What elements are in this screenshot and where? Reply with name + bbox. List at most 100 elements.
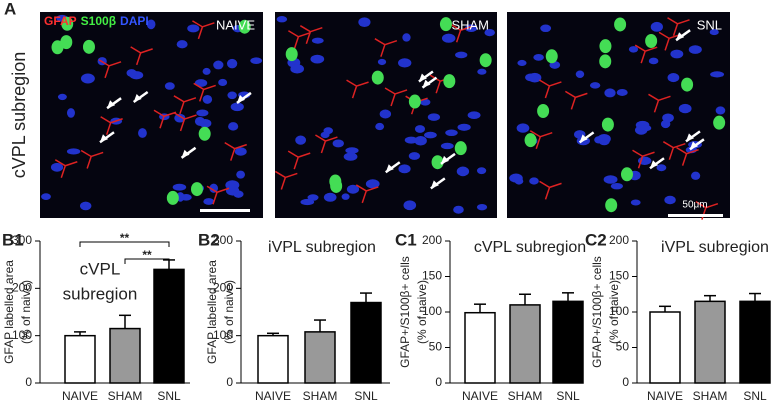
astrocyte (173, 95, 197, 115)
nucleus (467, 111, 481, 120)
x-tick-label: SHAM (108, 389, 143, 402)
s100-cell (60, 35, 73, 50)
nucleus (517, 59, 527, 67)
s100-cell (82, 39, 95, 54)
bar (153, 268, 185, 384)
nucleus (404, 136, 418, 144)
nucleus (650, 21, 663, 32)
nucleus (213, 60, 224, 70)
arrow-head (99, 134, 108, 143)
nucleus (484, 28, 495, 37)
y-tick-label: 150 (422, 269, 442, 283)
nucleus (533, 53, 544, 61)
astrocyte (98, 59, 122, 79)
nucleus (516, 123, 530, 133)
row-label: cVPL subregion (9, 52, 29, 178)
astrocyte (539, 180, 562, 200)
s100-cell (479, 53, 492, 68)
panel-label: B1 (2, 230, 24, 249)
bar (350, 301, 382, 384)
nucleus (709, 29, 719, 36)
nucleus (228, 122, 239, 131)
nucleus (427, 113, 441, 121)
s100-cell (285, 47, 298, 62)
nucleus (640, 125, 652, 132)
nucleus (80, 201, 92, 211)
x-tick-label: SNL (743, 389, 767, 402)
image-label: SNL (697, 17, 722, 32)
y-axis-label: GFAP+/S100β+ cells (590, 256, 604, 368)
nucleus (414, 135, 427, 146)
astrocyte (648, 93, 671, 113)
astrocyte (662, 141, 686, 160)
s100-cell (408, 94, 421, 109)
s100-cell (238, 19, 251, 34)
bar (304, 331, 336, 384)
y-axis-label: (% of naive) (19, 280, 33, 344)
astrocyte (374, 38, 398, 57)
astrocyte (54, 159, 78, 178)
nucleus (379, 109, 392, 119)
astrocyte (695, 201, 719, 220)
arrow-head (236, 94, 245, 103)
nucleus (610, 182, 623, 190)
y-tick-label: 300 (213, 233, 233, 247)
chart-title: iVPL subregion (268, 239, 376, 256)
nucleus (603, 175, 618, 184)
nucleus (138, 128, 147, 138)
s100-cell (371, 70, 384, 85)
nucleus (589, 82, 601, 89)
y-axis-label: GFAP labelled area (2, 260, 16, 364)
nucleus (307, 194, 319, 201)
astrocyte (539, 79, 562, 99)
nucleus (377, 58, 387, 66)
bar (649, 311, 681, 384)
nucleus (194, 79, 208, 87)
arrow-head (133, 93, 142, 102)
astrocyte (667, 17, 690, 37)
nucleus (196, 109, 209, 117)
astrocyte (315, 134, 338, 154)
y-axis-label: (% of naive) (222, 280, 236, 344)
s100-cell (198, 126, 211, 141)
astrocyte (676, 147, 699, 166)
nucleus (187, 24, 200, 33)
nucleus (453, 205, 464, 214)
x-tick-label: SNL (157, 389, 181, 402)
s100-cell (645, 33, 658, 48)
astrocyte (529, 130, 553, 149)
nucleus (209, 183, 219, 193)
nucleus (630, 199, 641, 206)
nucleus (398, 164, 411, 174)
nucleus (300, 198, 315, 206)
y-tick-label: 100 (12, 328, 32, 342)
nucleus (690, 171, 701, 180)
bar (64, 334, 96, 384)
y-tick-label: 300 (12, 233, 32, 247)
scale-bar (200, 209, 250, 212)
s100-cell (330, 178, 343, 193)
astrocyte (100, 116, 123, 135)
nucleus (225, 180, 240, 191)
x-tick-label: SNL (354, 389, 378, 402)
nucleus (50, 162, 64, 172)
chart-title: cVPL (80, 259, 121, 278)
s100-cell (713, 115, 726, 130)
arrow-head (418, 73, 427, 82)
bar (257, 334, 289, 384)
nucleus (323, 127, 333, 135)
astrocyte (287, 150, 311, 170)
panel-label: C2 (585, 230, 607, 249)
nucleus (365, 179, 380, 189)
significance-bracket (124, 258, 170, 264)
nucleus (236, 170, 245, 179)
astrocyte (634, 44, 658, 64)
nucleus (290, 64, 304, 74)
x-tick-label: SHAM (303, 389, 338, 402)
nucleus (126, 69, 137, 77)
nucleus (346, 184, 360, 194)
astrocyte (384, 87, 408, 107)
astrocyte (450, 23, 473, 43)
s100-cell (443, 74, 456, 89)
